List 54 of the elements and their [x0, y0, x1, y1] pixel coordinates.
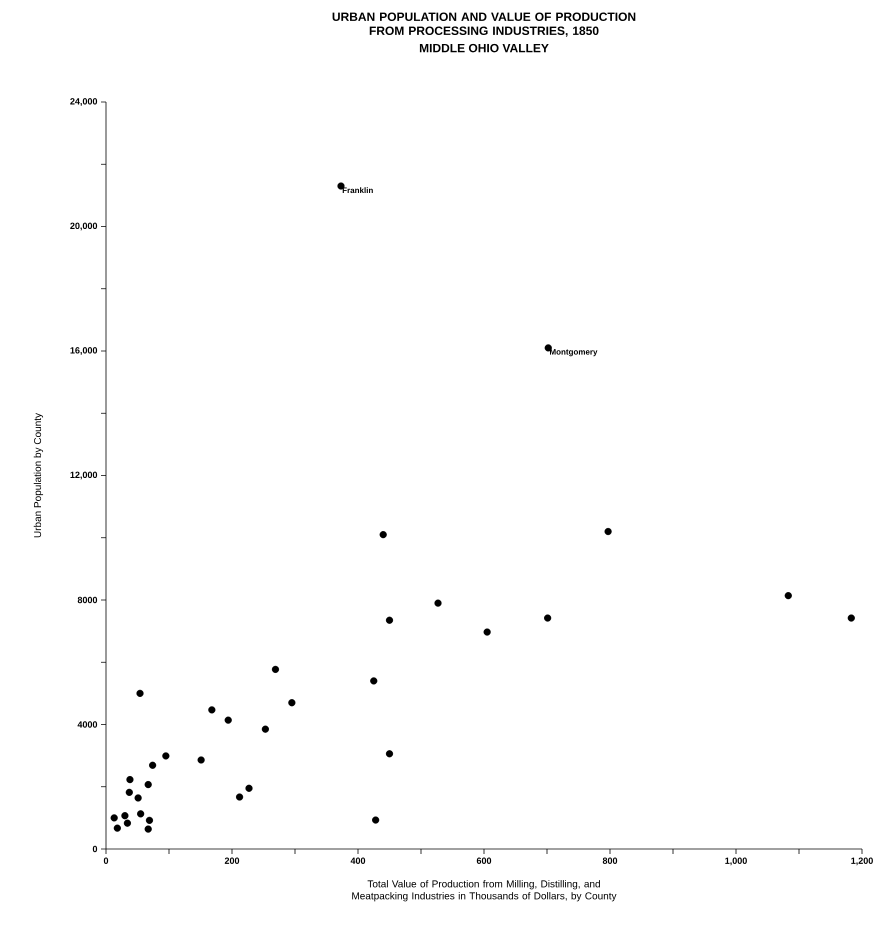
point — [245, 784, 253, 792]
point — [784, 592, 792, 600]
point — [126, 788, 133, 796]
x-tick-label: 0 — [104, 858, 108, 864]
annotation: Franklin — [342, 187, 373, 194]
y-tick-label: 4000 — [78, 721, 98, 728]
x-tick-label: 1,000 — [725, 858, 747, 866]
x-tick-label: 400 — [350, 858, 366, 864]
point — [121, 812, 128, 820]
chart-title: URBAN POPULATION AND VALUE OF PRODUCTION FROM PROCESSING INDUSTRIES, 1850 — [332, 12, 636, 37]
point — [146, 816, 154, 824]
y-tick-label: 16,000 — [70, 347, 98, 355]
point — [224, 716, 232, 724]
x-tick-label: 800 — [602, 858, 618, 864]
y-tick-label: 8000 — [78, 596, 98, 604]
point — [386, 750, 394, 758]
point — [262, 726, 269, 733]
y-axis-title: Urban Population by County — [34, 413, 44, 538]
point — [604, 528, 612, 536]
x-axis-title: Total Value of Production from Milling, Distilling, and Meatpacking Industries in Thousands of Dollars, by County — [352, 880, 617, 902]
point — [162, 752, 170, 760]
point — [434, 600, 442, 607]
point — [114, 824, 121, 832]
point — [544, 614, 552, 622]
chart-subtitle: MIDDLE OHIO VALLEY — [420, 44, 549, 52]
annotation: Montgomery — [550, 349, 598, 356]
y-tick-label: 12,000 — [70, 472, 98, 480]
y-tick-label: 0 — [92, 846, 98, 852]
point — [484, 628, 491, 636]
point — [370, 677, 378, 685]
point — [288, 699, 296, 706]
point — [848, 614, 855, 622]
y-tick-label: 20,000 — [70, 222, 98, 230]
point — [208, 706, 216, 714]
point — [124, 820, 132, 827]
point — [272, 666, 280, 674]
point — [149, 762, 156, 769]
point — [144, 780, 152, 788]
point — [386, 616, 394, 624]
point — [134, 794, 142, 802]
x-tick-label: 200 — [224, 858, 240, 864]
point — [144, 825, 152, 833]
point — [372, 816, 380, 824]
point — [380, 531, 387, 538]
point — [136, 690, 144, 697]
point — [236, 793, 244, 801]
x-tick-label: 600 — [476, 858, 492, 864]
point — [110, 814, 118, 822]
point — [198, 756, 205, 764]
x-tick-label: 1,200 — [851, 858, 873, 866]
y-tick-label: 24,000 — [70, 98, 98, 106]
point — [137, 810, 144, 818]
point — [126, 776, 134, 784]
point — [544, 344, 552, 352]
